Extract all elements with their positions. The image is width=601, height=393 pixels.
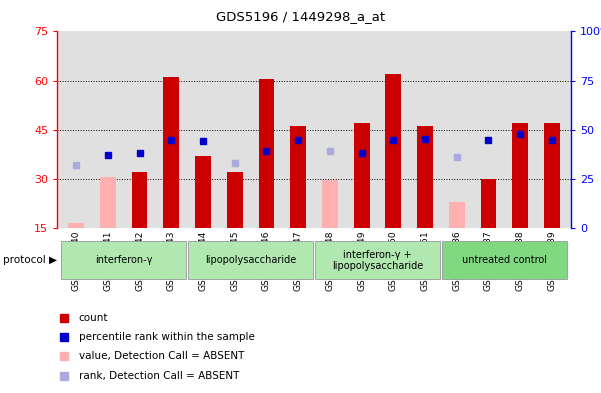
- Bar: [100, 177, 116, 228]
- Bar: [417, 127, 433, 228]
- Text: GDS5196 / 1449298_a_at: GDS5196 / 1449298_a_at: [216, 10, 385, 23]
- Bar: [449, 202, 465, 228]
- Text: untreated control: untreated control: [462, 255, 547, 265]
- Bar: [195, 156, 211, 228]
- FancyBboxPatch shape: [188, 241, 313, 279]
- Text: lipopolysaccharide: lipopolysaccharide: [205, 255, 296, 265]
- Text: percentile rank within the sample: percentile rank within the sample: [79, 332, 255, 342]
- FancyBboxPatch shape: [315, 241, 440, 279]
- FancyBboxPatch shape: [61, 241, 186, 279]
- Bar: [512, 123, 528, 228]
- Bar: [544, 123, 560, 228]
- Bar: [290, 127, 306, 228]
- Text: count: count: [79, 313, 108, 323]
- Text: interferon-γ +
lipopolysaccharide: interferon-γ + lipopolysaccharide: [332, 250, 423, 271]
- FancyBboxPatch shape: [442, 241, 567, 279]
- Bar: [481, 179, 496, 228]
- Bar: [322, 180, 338, 228]
- Bar: [227, 172, 243, 228]
- Bar: [258, 79, 275, 228]
- Bar: [385, 74, 401, 228]
- Text: rank, Detection Call = ABSENT: rank, Detection Call = ABSENT: [79, 371, 239, 381]
- Bar: [353, 123, 370, 228]
- Bar: [132, 172, 147, 228]
- Bar: [68, 223, 84, 228]
- Text: value, Detection Call = ABSENT: value, Detection Call = ABSENT: [79, 351, 244, 362]
- Text: interferon-γ: interferon-γ: [95, 255, 153, 265]
- Text: protocol ▶: protocol ▶: [3, 255, 57, 265]
- Bar: [163, 77, 179, 228]
